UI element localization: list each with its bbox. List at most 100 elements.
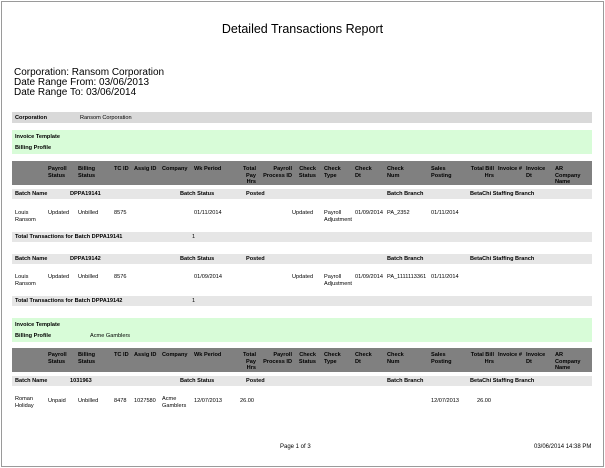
batch-branch-label: Batch Branch — [387, 256, 424, 262]
col-check-num: Check Num — [387, 166, 404, 179]
page-number: Page 1 of 3 — [280, 444, 311, 450]
batch-header-row — [12, 189, 592, 199]
col-billing-status: Billing Status — [78, 166, 96, 179]
total-pay-hrs: 26.00 — [240, 398, 254, 404]
col-payroll-status: Payroll Status — [48, 352, 67, 365]
invoice-template-label: Invoice Template — [15, 134, 60, 140]
batch-branch-value: BetaChi Staffing Branch — [470, 191, 535, 197]
batch-total-label: Total Transactions for Batch DPPA19141 — [15, 234, 123, 240]
billing-status: Unbilled — [78, 274, 99, 280]
corporation-row — [12, 112, 592, 123]
billing-status: Unbilled — [78, 398, 99, 404]
date-from-line: Date Range From: 03/06/2013 — [14, 77, 150, 88]
column-header-row — [12, 348, 592, 372]
billing-profile-label: Billing Profile — [15, 333, 52, 339]
tc-id: 8478 — [114, 398, 127, 404]
batch-status-value: Posted — [246, 378, 265, 384]
col-total-pay-hrs: Total Pay Hrs — [243, 352, 256, 372]
sales-posting: 01/11/2014 — [431, 210, 459, 216]
col-check-type: Check Type — [324, 352, 341, 365]
tc-id: 8575 — [114, 210, 127, 216]
col-wk-period: Wk Period — [194, 166, 222, 172]
batch-name-label: Batch Name — [15, 256, 48, 262]
report-title: Detailed Transactions Report — [221, 22, 384, 36]
batch-status-value: Posted — [246, 256, 265, 262]
col-payroll-status: Payroll Status — [48, 166, 67, 179]
batch-total-row — [12, 296, 592, 306]
col-billing-status: Billing Status — [78, 352, 96, 365]
check-dt: 01/09/2014 — [355, 274, 383, 280]
batch-status-label: Batch Status — [180, 256, 215, 262]
employee-name: Louis Ransom — [15, 274, 36, 287]
sales-posting: 12/07/2013 — [431, 398, 459, 404]
batch-name-value: DPPA19141 — [70, 191, 101, 197]
employee-name: Roman Holiday — [15, 396, 34, 409]
wk-period: 01/11/2014 — [194, 210, 222, 216]
batch-name-label: Batch Name — [15, 378, 48, 384]
employee-name: Louis Ransom — [15, 210, 36, 223]
sales-posting: 01/11/2014 — [431, 274, 459, 280]
col-payroll-process-id: Payroll Process ID — [263, 166, 292, 179]
batch-branch-label: Batch Branch — [387, 191, 424, 197]
col-total-pay-hrs: Total Pay Hrs — [243, 166, 256, 186]
corporation-line: Corporation: Ransom Corporation — [14, 67, 165, 78]
batch-total-row — [12, 232, 592, 242]
payroll-status: Updated — [48, 274, 70, 280]
date-to-line: Date Range To: 03/06/2014 — [14, 87, 137, 98]
col-check-status: Check Status — [298, 166, 316, 179]
col-check-type: Check Type — [324, 166, 341, 179]
batch-name-value: DPPA19142 — [70, 256, 101, 262]
wk-period: 12/07/2013 — [194, 398, 222, 404]
col-check-status: Check Status — [298, 352, 316, 365]
batch-status-label: Batch Status — [180, 191, 215, 197]
check-num: PA_1111113361 — [387, 274, 427, 280]
col-total-bill-hrs: Total Bill Hrs — [470, 352, 494, 365]
billing-profile-value: Acme Gamblers — [90, 333, 131, 339]
batch-branch-label: Batch Branch — [387, 378, 424, 384]
billing-status: Unbilled — [78, 210, 99, 216]
payroll-status: Updated — [48, 210, 70, 216]
wk-period: 01/09/2014 — [194, 274, 222, 280]
invoice-template-band — [12, 318, 592, 342]
col-total-bill-hrs: Total Bill Hrs — [470, 166, 494, 179]
col-invoice-dt: Invoice Dt — [526, 166, 546, 179]
check-status: Updated — [292, 274, 314, 280]
payroll-status: Unpaid — [48, 398, 66, 404]
batch-total-value: 1 — [192, 298, 196, 304]
col-check-dt: Check Dt — [355, 166, 372, 179]
batch-name-value: 1031963 — [70, 378, 92, 384]
check-num: PA_2352 — [387, 210, 410, 216]
check-dt: 01/09/2014 — [355, 210, 383, 216]
batch-status-value: Posted — [246, 191, 265, 197]
billing-profile-label: Billing Profile — [15, 145, 52, 151]
col-ar-company-name: AR Company Name — [555, 166, 581, 186]
col-company: Company — [162, 166, 188, 172]
col-invoice-no: Invoice # — [498, 352, 522, 358]
total-bill-hrs: 26.00 — [477, 398, 491, 404]
invoice-template-label: Invoice Template — [15, 322, 60, 328]
batch-header-row — [12, 376, 592, 386]
company: Acme Gamblers — [162, 396, 187, 409]
col-tc-id: TC ID — [114, 352, 129, 358]
batch-name-label: Batch Name — [15, 191, 48, 197]
col-check-num: Check Num — [387, 352, 404, 365]
tc-id: 8576 — [114, 274, 127, 280]
check-type: Payroll Adjustment — [324, 210, 352, 223]
print-timestamp: 03/06/2014 14:38 PM — [534, 444, 592, 450]
col-ar-company-name: AR Company Name — [555, 352, 581, 372]
col-company: Company — [162, 352, 188, 358]
col-assig-id: Assig ID — [134, 166, 157, 172]
assig-id: 1027580 — [134, 398, 156, 404]
batch-status-label: Batch Status — [180, 378, 215, 384]
col-payroll-process-id: Payroll Process ID — [263, 352, 292, 365]
check-type: Payroll Adjustment — [324, 274, 352, 287]
corporation-label: Corporation — [15, 115, 48, 121]
col-tc-id: TC ID — [114, 166, 129, 172]
col-wk-period: Wk Period — [194, 352, 222, 358]
corporation-value: Ransom Corporation — [80, 115, 132, 121]
batch-total-label: Total Transactions for Batch DPPA19142 — [15, 298, 123, 304]
col-sales-posting: Sales Posting — [431, 352, 452, 365]
batch-total-value: 1 — [192, 234, 196, 240]
batch-branch-value: BetaChi Staffing Branch — [470, 256, 535, 262]
col-invoice-dt: Invoice Dt — [526, 352, 546, 365]
